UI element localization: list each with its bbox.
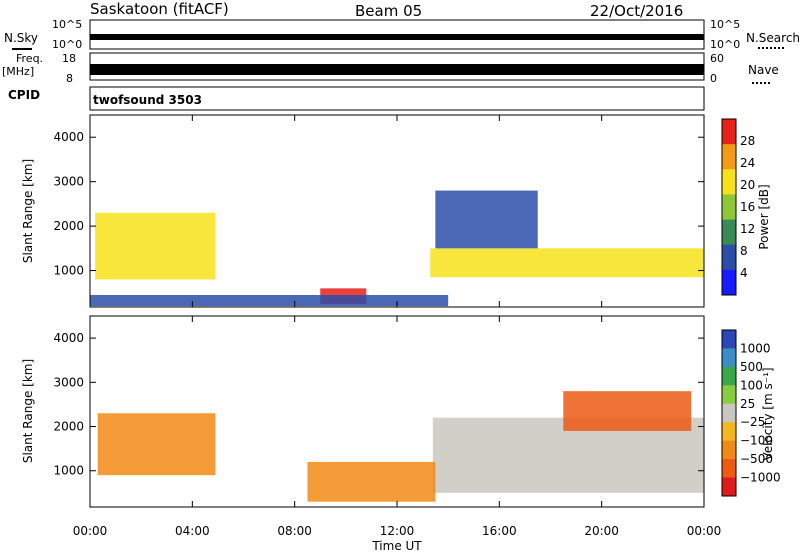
- time-xticks: 00:00 04:00 08:00 12:00 16:00 20:00 00:00: [73, 115, 722, 538]
- colorbar-tick-label: 16: [740, 200, 755, 214]
- xtick-label: 00:00: [687, 524, 722, 538]
- velocity-yticks: 1000 2000 3000 4000: [53, 331, 704, 478]
- beam-title: Beam 05: [355, 2, 423, 20]
- colorbar-tick-label: −1000: [740, 471, 781, 485]
- colorbar-tick-label: 20: [740, 178, 755, 192]
- colorbar-tick-label: 4: [740, 266, 748, 280]
- colorbar-segment: [722, 219, 736, 246]
- colorbar-tick-label: −25: [740, 415, 765, 429]
- freq-unit: [MHz]: [2, 65, 35, 78]
- colorbar-tick-label: 100: [740, 378, 763, 392]
- colorbar-tick-label: 12: [740, 222, 755, 236]
- colorbar-tick-label: 25: [740, 397, 755, 411]
- colorbar-tick-label: 24: [740, 156, 755, 170]
- xtick-label: 16:00: [482, 524, 517, 538]
- colorbar-segment: [722, 440, 736, 460]
- power-colorbar: 4 8 12 16 20 24 28: [721, 118, 755, 296]
- colorbar-tick-label: −500: [740, 452, 773, 466]
- colorbar-segment: [722, 144, 736, 170]
- power-ylabel: Slant Range [km]: [21, 159, 35, 263]
- nave-legend-line: [752, 82, 770, 84]
- noise-tick-right-bottom: 10^0: [710, 38, 741, 51]
- power-colorbar-label: Power [dB]: [757, 184, 771, 249]
- colorbar-tick-label: 8: [740, 244, 748, 258]
- colorbar-segment: [722, 403, 736, 423]
- noise-tick-left-top: 10^5: [52, 18, 83, 31]
- velocity-ylabel: Slant Range [km]: [21, 359, 35, 463]
- velocity-colorbar: 1000 500 100 25 −25 −100 −500 −1000: [721, 329, 781, 497]
- scatter-region: [95, 212, 216, 280]
- nsky-label: N.Sky: [4, 31, 39, 45]
- xtick-label: 08:00: [277, 524, 312, 538]
- power-data: [90, 190, 704, 307]
- noise-trace: [90, 34, 704, 40]
- cpid-label: CPID: [8, 88, 41, 102]
- colorbar-frame: [721, 329, 737, 497]
- colorbar-tick-label: −100: [740, 434, 773, 448]
- ytick-label: 4000: [53, 331, 84, 345]
- freq-label: Freq.: [16, 52, 44, 65]
- scatter-region: [97, 413, 216, 476]
- scatter-region: [90, 295, 449, 307]
- freq-trace: [90, 64, 704, 75]
- xtick-label: 04:00: [175, 524, 210, 538]
- time-xlabel: Time UT: [371, 539, 422, 553]
- ytick-label: 3000: [53, 375, 84, 389]
- freq-tick-bottom: 8: [66, 72, 73, 85]
- nsky-legend-line: [12, 48, 32, 50]
- cpid-value: twofsound 3503: [93, 93, 202, 107]
- noise-tick-right-top: 10^5: [710, 18, 741, 31]
- colorbar-segment: [722, 477, 736, 497]
- colorbar-segment: [722, 119, 736, 145]
- colorbar-tick-label: 28: [740, 134, 755, 148]
- power-yticks: 1000 2000 3000 4000: [53, 130, 704, 278]
- colorbar-segment: [722, 330, 736, 349]
- colorbar-segment: [722, 459, 736, 479]
- colorbar-segment: [722, 366, 736, 386]
- cpid-panel-frame: [89, 86, 705, 111]
- ytick-label: 1000: [53, 464, 84, 478]
- ytick-label: 2000: [53, 420, 84, 434]
- ytick-label: 2000: [53, 219, 84, 233]
- colorbar-segment: [722, 348, 736, 368]
- nave-label: Nave: [748, 63, 779, 77]
- ytick-label: 1000: [53, 264, 84, 278]
- nave-tick-bottom: 0: [710, 72, 717, 85]
- station-title: Saskatoon (fitACF): [90, 0, 229, 18]
- nave-tick-top: 60: [710, 52, 724, 65]
- xtick-label: 12:00: [380, 524, 415, 538]
- ytick-label: 3000: [53, 175, 84, 189]
- noise-tick-left-bottom: 10^0: [52, 38, 83, 51]
- scatter-region: [430, 248, 704, 278]
- colorbar-frame: [721, 118, 737, 296]
- colorbar-segment: [722, 244, 736, 271]
- ytick-label: 4000: [53, 130, 84, 144]
- nsearch-label: N.Search: [746, 31, 800, 45]
- colorbar-segment: [722, 169, 736, 195]
- scatter-region: [307, 461, 436, 502]
- colorbar-tick-label: 500: [740, 360, 763, 374]
- velocity-data: [97, 391, 704, 502]
- colorbar-segment: [722, 269, 736, 296]
- scatter-region: [563, 391, 692, 431]
- scatter-region: [435, 190, 538, 249]
- colorbar-segment: [722, 385, 736, 405]
- xtick-label: 00:00: [73, 524, 108, 538]
- date-title: 22/Oct/2016: [590, 2, 684, 20]
- velocity-colorbar-label: Velocity [m s⁻¹]: [761, 367, 775, 460]
- xtick-label: 20:00: [584, 524, 619, 538]
- colorbar-tick-label: 1000: [740, 341, 771, 355]
- freq-tick-top: 18: [62, 52, 76, 65]
- colorbar-segment: [722, 194, 736, 221]
- colorbar-segment: [722, 422, 736, 442]
- nsearch-legend-line: [758, 47, 784, 49]
